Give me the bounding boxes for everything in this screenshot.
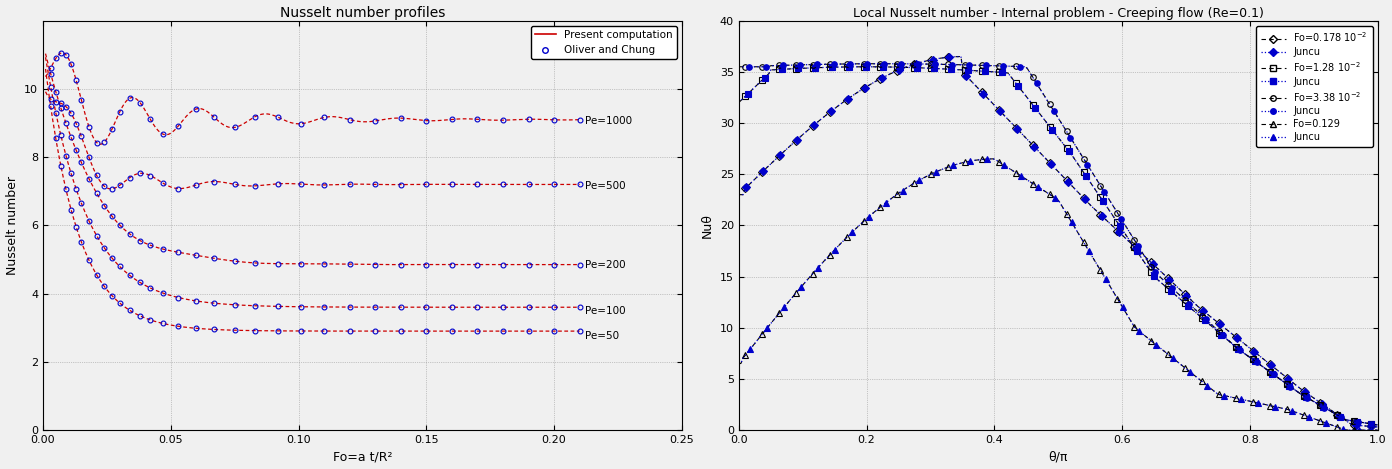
Text: Pe=200: Pe=200 [585,260,625,270]
Text: Pe=50: Pe=50 [585,331,619,341]
Y-axis label: Nuθ: Nuθ [702,213,714,238]
Legend: Fo=0.178 10$^{-2}$, Juncu, Fo=1.28 10$^{-2}$, Juncu, Fo=3.38 10$^{-2}$, Juncu, F: Fo=0.178 10$^{-2}$, Juncu, Fo=1.28 10$^{… [1257,26,1373,147]
Y-axis label: Nusselt number: Nusselt number [6,176,18,275]
X-axis label: Fo=a t/R²: Fo=a t/R² [333,450,393,463]
Title: Local Nusselt number - Internal problem - Creeping flow (Re=0.1): Local Nusselt number - Internal problem … [853,7,1264,20]
Text: Pe=1000: Pe=1000 [585,116,632,126]
Text: Pe=500: Pe=500 [585,181,625,191]
X-axis label: θ/π: θ/π [1048,450,1068,463]
Text: Pe=100: Pe=100 [585,306,625,316]
Legend: Present computation, Oliver and Chung: Present computation, Oliver and Chung [530,26,677,60]
Title: Nusselt number profiles: Nusselt number profiles [280,6,445,20]
